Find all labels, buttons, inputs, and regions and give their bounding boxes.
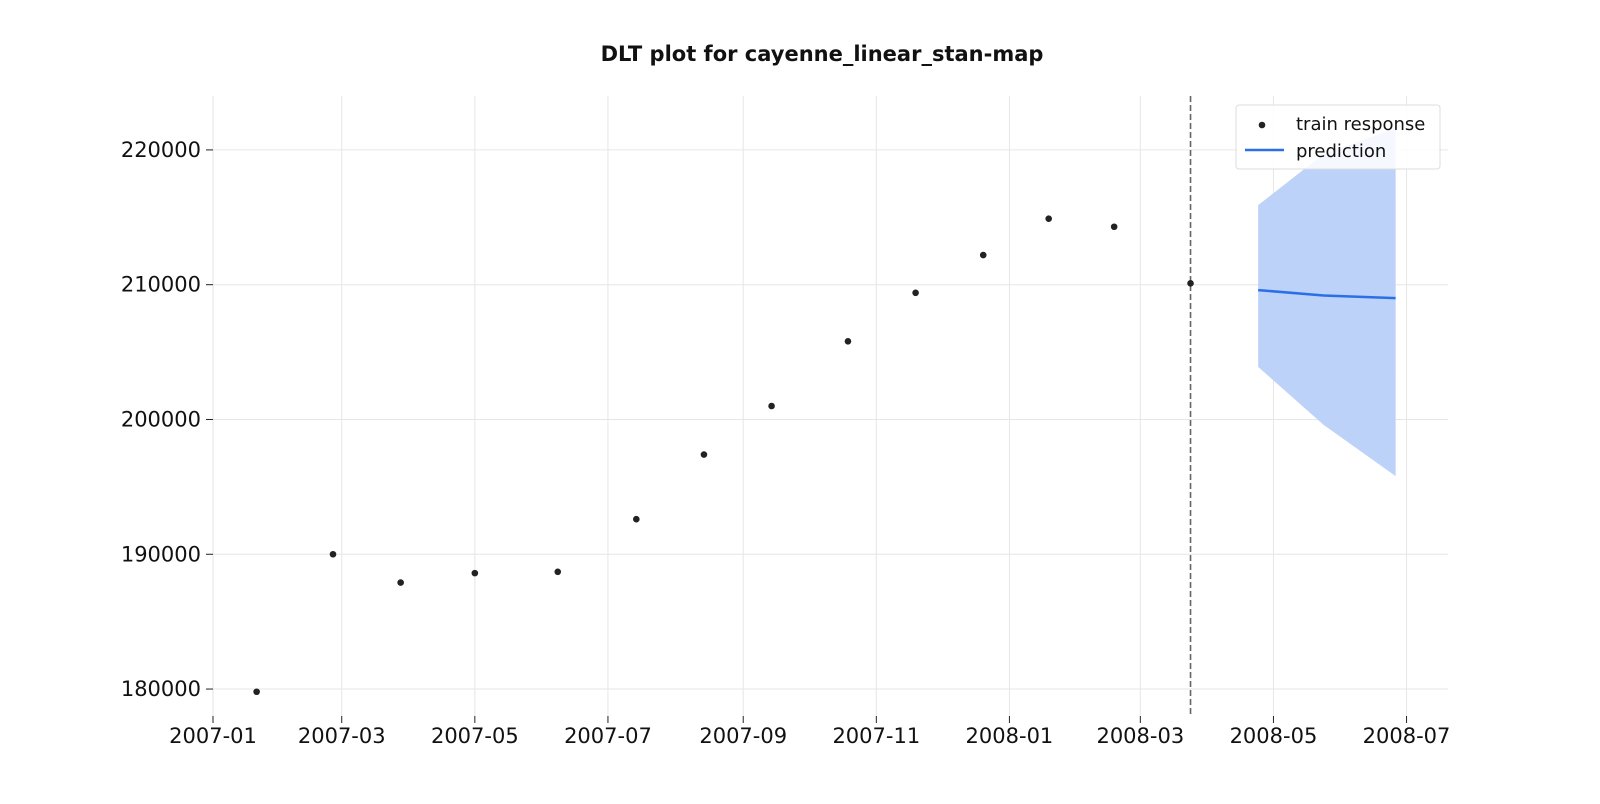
train-response-point bbox=[700, 451, 708, 458]
train-response-point bbox=[471, 569, 479, 577]
x-tick-label: 2007-03 bbox=[298, 724, 386, 748]
train-response-point bbox=[1110, 223, 1118, 231]
prediction-line bbox=[1258, 288, 1396, 300]
legend-label-prediction: prediction bbox=[1296, 141, 1386, 162]
y-tick-label: 220000 bbox=[121, 138, 201, 162]
train-response-point bbox=[1187, 280, 1194, 287]
legend-label-train-response: train response bbox=[1296, 114, 1425, 135]
legend-marker-train-response bbox=[1258, 121, 1266, 129]
x-tick-label: 2007-05 bbox=[431, 724, 519, 748]
train-response-point bbox=[768, 402, 775, 410]
x-tick-label: 2007-11 bbox=[832, 724, 920, 748]
legend-frame bbox=[1235, 104, 1441, 170]
train-response-point bbox=[979, 251, 987, 259]
x-tick-label: 2007-01 bbox=[169, 724, 257, 748]
x-tick-label: 2008-05 bbox=[1230, 724, 1318, 748]
x-tick-label: 2007-09 bbox=[699, 724, 787, 748]
train-response-point bbox=[329, 550, 337, 558]
prediction-interval-layer bbox=[1258, 128, 1396, 477]
y-tick-label: 190000 bbox=[121, 542, 201, 566]
x-tick-label: 2008-01 bbox=[966, 724, 1054, 748]
axes-layer: 2007-01 2007-03 2007-05 2007-07 2007-09 2007-… bbox=[121, 138, 1451, 748]
y-tick-label: 180000 bbox=[121, 677, 201, 701]
prediction-interval-band bbox=[1258, 128, 1396, 477]
train-response-points-layer bbox=[253, 215, 1194, 696]
x-tick-label: 2007-07 bbox=[564, 724, 652, 748]
train-response-point bbox=[397, 579, 404, 586]
x-tick-label: 2008-07 bbox=[1363, 724, 1451, 748]
train-response-point bbox=[633, 515, 640, 523]
train-response-point bbox=[554, 568, 562, 576]
grid-layer bbox=[212, 96, 1448, 716]
train-response-point bbox=[844, 338, 852, 345]
y-tick-label: 200000 bbox=[121, 407, 201, 431]
legend: train response prediction bbox=[1235, 104, 1441, 170]
prediction-line-layer bbox=[1258, 288, 1396, 300]
x-tick-label: 2008-03 bbox=[1096, 724, 1184, 748]
chart-title: DLT plot for cayenne_linear_stan-map bbox=[601, 42, 1044, 66]
train-response-point bbox=[1045, 215, 1052, 222]
train-response-point bbox=[253, 688, 260, 696]
y-tick-label: 210000 bbox=[121, 273, 201, 297]
train-response-point bbox=[912, 289, 919, 297]
